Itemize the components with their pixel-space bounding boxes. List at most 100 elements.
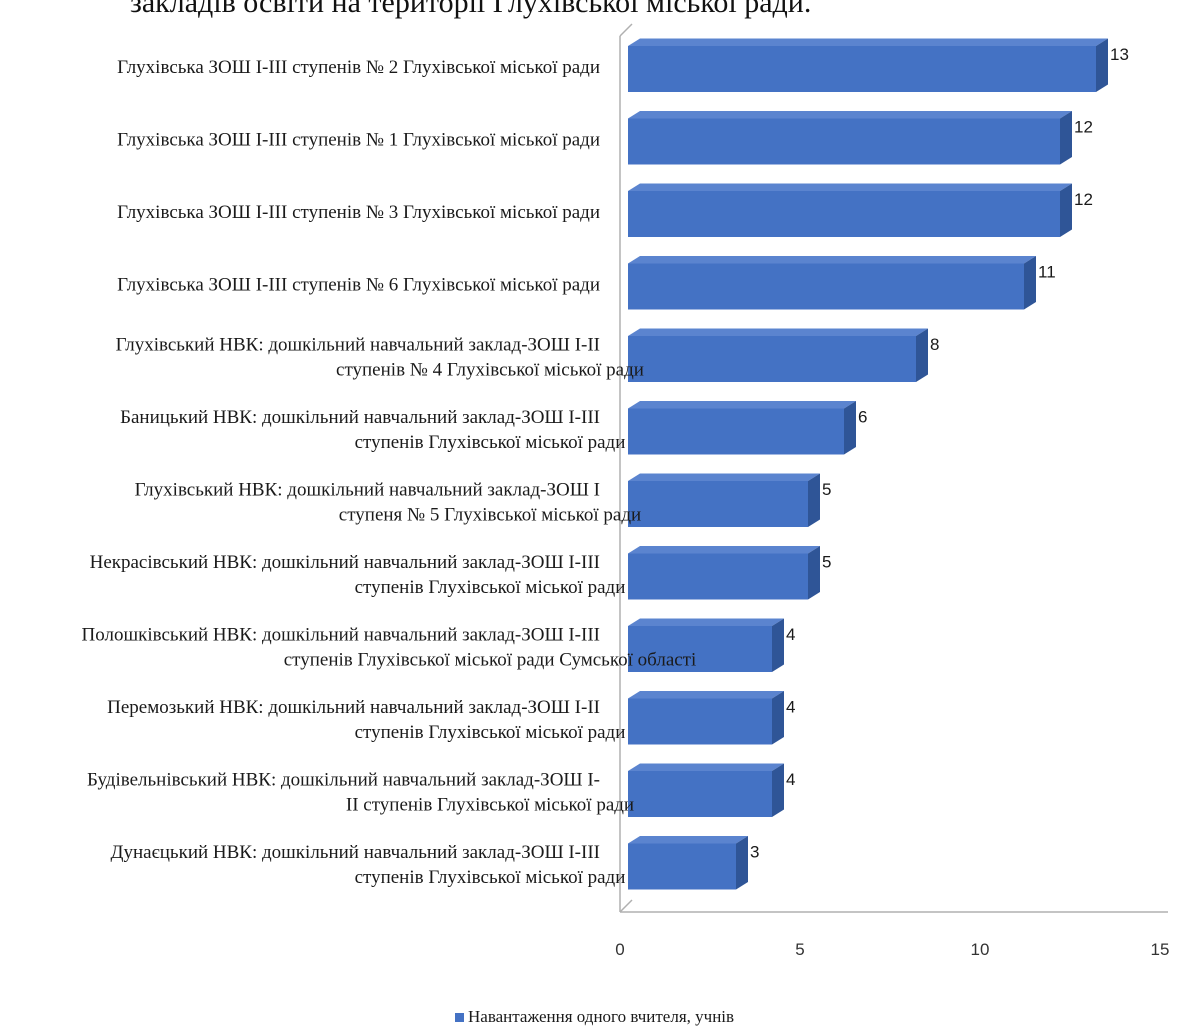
y-axis-top-edge: [619, 23, 633, 37]
bar-front: [628, 553, 808, 600]
value-label: 3: [750, 843, 759, 862]
bar-top: [628, 618, 784, 626]
category-label-line: ступенів Глухівської міської ради Сумськ…: [284, 650, 697, 671]
category-label-line: Глухівська ЗОШ І-ІІІ ступенів № 2 Глухів…: [117, 57, 600, 78]
category-labels: Глухівська ЗОШ І-ІІІ ступенів № 2 Глухів…: [82, 57, 697, 888]
legend: Навантаження одного вчителя, учнів: [455, 1007, 734, 1026]
value-labels: 13 12 12 11 8 6 5 5 4 4 4 3: [750, 45, 1129, 862]
category-label: Будівельнівський НВК: дошкільний навчаль…: [87, 770, 634, 816]
bar-front: [628, 771, 772, 817]
bar-side: [1060, 111, 1072, 165]
bar-side: [808, 546, 820, 600]
bar-top: [628, 473, 820, 481]
category-label-line: Глухівський НВК: дошкільний навчальний з…: [135, 480, 600, 501]
bar: [628, 473, 820, 527]
axes: [619, 23, 1168, 913]
category-label-line: ступенів Глухівської міської ради: [355, 722, 626, 743]
bar: [628, 256, 1036, 310]
category-label-line: Глухівський НВК: дошкільний навчальний з…: [116, 335, 600, 356]
category-label-line: Перемозький НВК: дошкільний навчальний з…: [107, 697, 600, 718]
x-tick-label: 10: [971, 940, 990, 959]
bar-front: [628, 46, 1096, 92]
x-axis-ticks: 0 5 10 15: [615, 940, 1169, 959]
category-label-line: Дунаєцький НВК: дошкільний навчальний за…: [111, 842, 600, 863]
bar-side: [772, 618, 784, 672]
page-title: закладів освіти на території Глухівської…: [130, 0, 812, 19]
value-label: 4: [786, 770, 795, 789]
bar-front: [628, 843, 736, 890]
category-label: Дунаєцький НВК: дошкільний навчальний за…: [111, 842, 626, 888]
category-label: Глухівська ЗОШ І-ІІІ ступенів № 3 Глухів…: [117, 202, 600, 223]
value-label: 12: [1074, 190, 1093, 209]
category-label: Баницький НВК: дошкільний навчальний зак…: [120, 407, 625, 453]
x-axis-depth-edge: [619, 899, 633, 913]
value-label: 13: [1110, 45, 1129, 64]
bar: [628, 183, 1072, 237]
bar-top: [628, 256, 1036, 264]
category-label: Глухівська ЗОШ І-ІІІ ступенів № 6 Глухів…: [117, 275, 600, 296]
x-tick-label: 0: [615, 940, 624, 959]
bar-top: [628, 546, 820, 554]
category-label-line: ступенів № 4 Глухівської міської ради: [336, 360, 644, 381]
bar-top: [628, 763, 784, 771]
value-label: 8: [930, 335, 939, 354]
category-label: Глухівська ЗОШ І-ІІІ ступенів № 1 Глухів…: [117, 130, 600, 151]
bar: [628, 401, 856, 455]
category-label: Глухівський НВК: дошкільний навчальний з…: [116, 335, 644, 381]
category-label: Перемозький НВК: дошкільний навчальний з…: [107, 697, 625, 743]
bar-top: [628, 38, 1108, 46]
category-label-line: Будівельнівський НВК: дошкільний навчаль…: [87, 770, 600, 791]
bar-side: [772, 691, 784, 745]
legend-swatch: [455, 1013, 464, 1022]
legend-label: Навантаження одного вчителя, учнів: [468, 1007, 734, 1026]
bar-side: [772, 763, 784, 817]
value-label: 4: [786, 698, 795, 717]
bars: [628, 38, 1108, 890]
bar: [628, 763, 784, 817]
category-label-line: ступенів Глухівської міської ради: [355, 867, 626, 888]
bar: [628, 38, 1108, 92]
category-label-line: ступенів Глухівської міської ради: [355, 577, 626, 598]
bar-front: [628, 191, 1060, 237]
category-label: Глухівська ЗОШ І-ІІІ ступенів № 2 Глухів…: [117, 57, 600, 78]
bar-side: [1096, 38, 1108, 92]
category-label-line: Баницький НВК: дошкільний навчальний зак…: [120, 407, 600, 428]
bar-top: [628, 836, 748, 844]
bar-front: [628, 336, 916, 382]
category-label: Некрасівський НВК: дошкільний навчальний…: [90, 552, 626, 598]
bar-front: [628, 698, 772, 745]
bar-top: [628, 401, 856, 409]
category-label-line: Некрасівський НВК: дошкільний навчальний…: [90, 552, 600, 573]
bar: [628, 691, 784, 745]
category-label-line: ІІ ступенів Глухівської міської ради: [346, 795, 634, 816]
x-tick-label: 15: [1151, 940, 1170, 959]
bar: [628, 111, 1072, 165]
x-tick-label: 5: [795, 940, 804, 959]
value-label: 5: [822, 480, 831, 499]
value-label: 5: [822, 553, 831, 572]
category-label: Глухівський НВК: дошкільний навчальний з…: [135, 480, 642, 526]
bar: [628, 618, 784, 672]
category-label: Полошківський НВК: дошкільний навчальний…: [82, 625, 697, 671]
category-label-line: Глухівська ЗОШ І-ІІІ ступенів № 6 Глухів…: [117, 275, 600, 296]
category-label-line: Глухівська ЗОШ І-ІІІ ступенів № 1 Глухів…: [117, 130, 600, 151]
bar-side: [1024, 256, 1036, 310]
bar-side: [808, 473, 820, 527]
bar-top: [628, 111, 1072, 119]
category-label-line: Глухівська ЗОШ І-ІІІ ступенів № 3 Глухів…: [117, 202, 600, 223]
bar-top: [628, 691, 784, 699]
bar-top: [628, 328, 928, 336]
category-label-line: ступеня № 5 Глухівської міської ради: [339, 505, 641, 526]
bar-top: [628, 183, 1072, 191]
bar-front: [628, 481, 808, 527]
value-label: 6: [858, 408, 867, 427]
bar-front: [628, 408, 844, 455]
category-label-line: ступенів Глухівської міської ради: [355, 432, 626, 453]
bar: [628, 328, 928, 382]
bar-side: [1060, 183, 1072, 237]
bar: [628, 546, 820, 600]
bar-side: [844, 401, 856, 455]
bar-front: [628, 263, 1024, 310]
